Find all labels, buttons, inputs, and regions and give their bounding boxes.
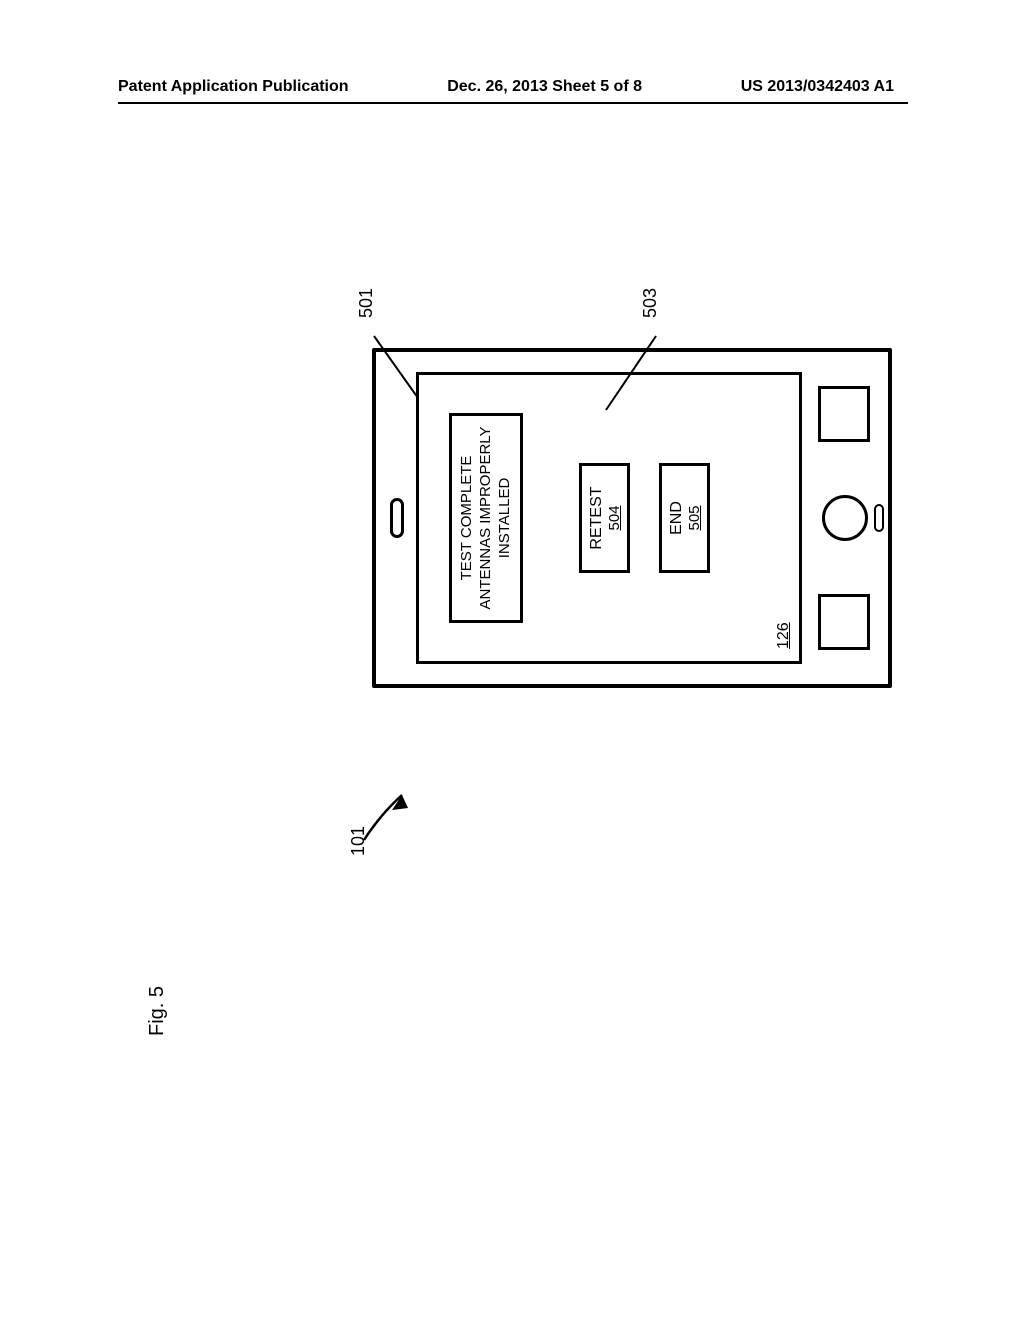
- home-button[interactable]: [822, 495, 868, 541]
- phone-body: TEST COMPLETE ANTENNAS IMPROPERLY INSTAL…: [372, 348, 892, 688]
- phone-screen: TEST COMPLETE ANTENNAS IMPROPERLY INSTAL…: [416, 372, 802, 664]
- status-message-line1: TEST COMPLETE: [458, 420, 477, 616]
- header-rule: [118, 102, 908, 104]
- screen-ref-126: 126: [775, 622, 793, 649]
- device-figure: TEST COMPLETE ANTENNAS IMPROPERLY INSTAL…: [372, 348, 892, 688]
- callout-501: 501: [356, 288, 377, 318]
- microphone: [874, 504, 884, 532]
- retest-button-label: RETEST: [588, 466, 606, 570]
- header-left: Patent Application Publication: [118, 78, 349, 96]
- status-message-line3: INSTALLED: [496, 420, 515, 616]
- callout-101: 101: [348, 826, 369, 856]
- header-right: US 2013/0342403 A1: [741, 78, 894, 96]
- end-ref: 505: [686, 466, 703, 570]
- status-message-box: TEST COMPLETE ANTENNAS IMPROPERLY INSTAL…: [449, 413, 523, 623]
- status-message-line2: ANTENNAS IMPROPERLY: [477, 420, 496, 616]
- end-button-label: END: [668, 466, 686, 570]
- page-header: Patent Application Publication Dec. 26, …: [0, 78, 1024, 96]
- header-center: Dec. 26, 2013 Sheet 5 of 8: [447, 78, 642, 96]
- figure-caption: Fig. 5: [146, 986, 169, 1036]
- earpiece: [390, 498, 404, 538]
- end-button[interactable]: END 505: [659, 463, 710, 573]
- hw-button-right[interactable]: [818, 386, 870, 442]
- hw-button-left[interactable]: [818, 594, 870, 650]
- callout-503: 503: [640, 288, 661, 318]
- retest-button[interactable]: RETEST 504: [579, 463, 630, 573]
- retest-ref: 504: [606, 466, 623, 570]
